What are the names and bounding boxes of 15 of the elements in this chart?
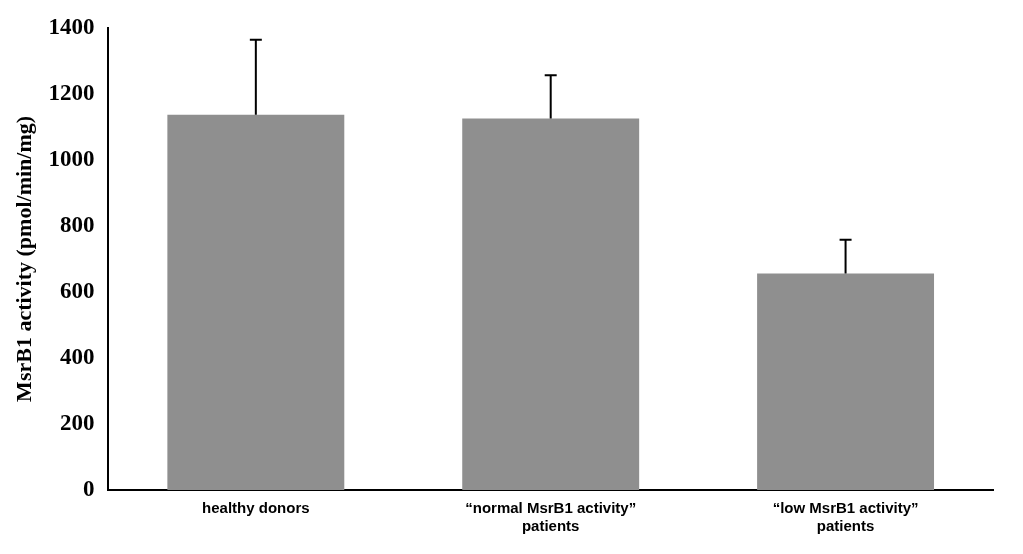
y-tick-label: 1000	[48, 145, 95, 171]
x-tick-label: “normal MsrB1 activity” patients	[465, 499, 637, 535]
y-axis-title: MsrB1 activity (pmol/min/mg)	[10, 115, 36, 402]
y-tick-label: 400	[59, 343, 95, 369]
x-tick-label: “low MsrB1 activity” patients	[772, 499, 919, 535]
y-tick-label: 1200	[48, 79, 95, 105]
x-tick-label: healthy donors	[202, 499, 310, 517]
bar	[462, 118, 640, 490]
bar	[167, 114, 345, 490]
y-tick-label: 0	[82, 475, 95, 501]
y-tick-label: 800	[59, 211, 95, 237]
y-tick-label: 600	[59, 277, 95, 303]
bar	[757, 273, 935, 490]
y-tick-label: 200	[59, 409, 95, 435]
y-tick-label: 1400	[48, 13, 95, 39]
